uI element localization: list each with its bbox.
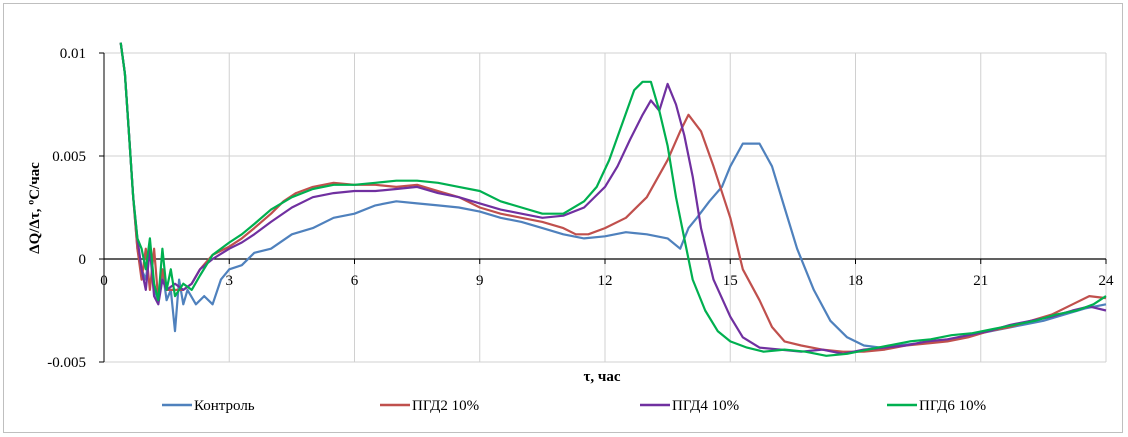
legend-item-2: ПГД2 10%	[380, 398, 479, 414]
y-axis-title: ΔQ/Δτ, ºC/час	[27, 162, 43, 254]
legend-label: ПГД4 10%	[672, 398, 739, 414]
legend-label: ПГД6 10%	[919, 398, 986, 414]
y-tick-label: 0.01	[60, 46, 86, 62]
gridlines	[103, 52, 1107, 363]
series-layer	[119, 42, 1107, 357]
legend-item-3: ПГД4 10%	[640, 398, 739, 414]
legend: Контроль ПГД2 10% ПГД4 10% ПГД6 10%	[162, 398, 986, 414]
series-line-2	[119, 42, 1107, 353]
legend-item-4: ПГД6 10%	[887, 398, 986, 414]
series-line-3	[119, 42, 1107, 355]
x-tick-label: 3	[226, 273, 234, 289]
axes	[99, 52, 1107, 363]
x-tick-label: 18	[848, 273, 863, 289]
x-tick-label: 0	[100, 273, 108, 289]
y-tick-label: 0	[79, 252, 87, 268]
x-tick-label: 21	[973, 273, 988, 289]
series-line-4	[119, 42, 1107, 357]
x-tick-label: 12	[598, 273, 613, 289]
x-tick-label: 6	[351, 273, 359, 289]
legend-label: ПГД2 10%	[412, 398, 479, 414]
tick-labels: 0 3 6 9 12 15 18 21 24 -0.005 0 0.005 0.01	[47, 46, 1114, 371]
chart-frame	[3, 3, 1123, 433]
x-tick-label: 24	[1099, 273, 1115, 289]
x-tick-label: 15	[723, 273, 738, 289]
y-tick-label: 0.005	[52, 149, 86, 165]
legend-item-1: Контроль	[162, 398, 255, 414]
series-line-1	[119, 42, 1107, 349]
x-axis-title: τ, час	[583, 369, 620, 385]
y-tick-label: -0.005	[47, 355, 86, 371]
x-tick-label: 9	[476, 273, 484, 289]
legend-label: Контроль	[194, 398, 255, 414]
